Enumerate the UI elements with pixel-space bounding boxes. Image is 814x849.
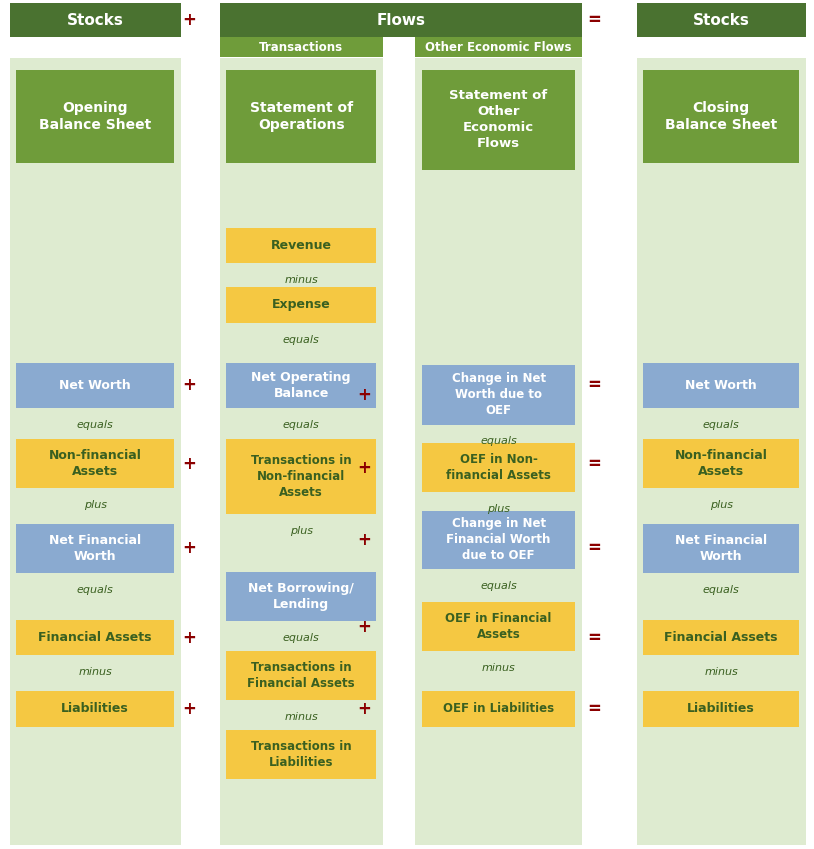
Text: Non-financial
Assets: Non-financial Assets [49,449,142,478]
Text: =: = [587,11,602,30]
Text: Change in Net
Financial Worth
due to OEF: Change in Net Financial Worth due to OEF [446,517,551,563]
FancyBboxPatch shape [226,363,376,408]
Text: minus: minus [78,667,112,678]
FancyBboxPatch shape [16,439,174,488]
Text: Change in Net
Worth due to
OEF: Change in Net Worth due to OEF [452,372,545,418]
FancyBboxPatch shape [637,3,806,37]
Text: Expense: Expense [272,298,330,312]
FancyBboxPatch shape [10,3,181,37]
FancyBboxPatch shape [226,439,376,514]
Text: =: = [587,628,602,647]
FancyBboxPatch shape [16,524,174,573]
Text: minus: minus [482,663,515,673]
Text: minus: minus [284,712,318,722]
Text: minus: minus [704,667,738,678]
Text: +: + [182,11,197,30]
FancyBboxPatch shape [10,58,181,845]
Text: +: + [182,628,197,647]
FancyBboxPatch shape [643,691,799,727]
Text: Statement of
Operations: Statement of Operations [250,101,352,132]
FancyBboxPatch shape [643,620,799,655]
FancyBboxPatch shape [422,443,575,492]
Text: Opening
Balance Sheet: Opening Balance Sheet [39,101,151,132]
Text: +: + [357,385,372,404]
Text: equals: equals [77,585,114,595]
Text: Liabilities: Liabilities [61,702,129,716]
FancyBboxPatch shape [415,58,582,845]
FancyBboxPatch shape [226,228,376,263]
Text: Financial Assets: Financial Assets [664,631,778,644]
FancyBboxPatch shape [226,287,376,323]
FancyBboxPatch shape [422,511,575,569]
FancyBboxPatch shape [226,730,376,779]
Text: Net Borrowing/
Lending: Net Borrowing/ Lending [248,582,354,611]
Text: Financial Assets: Financial Assets [38,631,152,644]
FancyBboxPatch shape [643,70,799,163]
Text: =: = [587,376,602,395]
Text: equals: equals [77,419,114,430]
Text: Stocks: Stocks [67,13,124,28]
Text: equals: equals [480,436,517,447]
FancyBboxPatch shape [422,365,575,424]
Text: +: + [182,376,197,395]
Text: Revenue: Revenue [271,239,331,252]
FancyBboxPatch shape [16,691,174,727]
Text: =: = [587,700,602,718]
Text: equals: equals [282,633,320,644]
Text: equals: equals [282,419,320,430]
FancyBboxPatch shape [643,524,799,573]
Text: Non-financial
Assets: Non-financial Assets [675,449,768,478]
Text: Stocks: Stocks [693,13,750,28]
Text: =: = [587,539,602,558]
FancyBboxPatch shape [220,58,383,845]
Text: +: + [357,531,372,549]
FancyBboxPatch shape [16,620,174,655]
FancyBboxPatch shape [226,651,376,700]
FancyBboxPatch shape [415,37,582,57]
FancyBboxPatch shape [643,439,799,488]
Text: +: + [357,700,372,718]
Text: Other Economic Flows: Other Economic Flows [426,41,571,53]
Text: plus: plus [84,500,107,510]
Text: equals: equals [282,335,320,345]
Text: Net Worth: Net Worth [59,379,131,392]
Text: +: + [182,700,197,718]
FancyBboxPatch shape [16,70,174,163]
FancyBboxPatch shape [220,37,383,57]
FancyBboxPatch shape [637,58,806,845]
Text: Net Financial
Worth: Net Financial Worth [49,534,142,563]
FancyBboxPatch shape [422,691,575,727]
Text: OEF in Liabilities: OEF in Liabilities [443,702,554,716]
Text: Flows: Flows [376,13,426,28]
Text: Net Worth: Net Worth [685,379,757,392]
Text: equals: equals [480,581,517,591]
FancyBboxPatch shape [220,3,582,37]
Text: Closing
Balance Sheet: Closing Balance Sheet [665,101,777,132]
Text: OEF in Financial
Assets: OEF in Financial Assets [445,612,552,641]
FancyBboxPatch shape [226,572,376,621]
FancyBboxPatch shape [422,70,575,170]
Text: =: = [587,454,602,473]
Text: Statement of
Other
Economic
Flows: Statement of Other Economic Flows [449,89,548,150]
Text: +: + [357,458,372,477]
Text: +: + [182,539,197,558]
Text: Transactions in
Liabilities: Transactions in Liabilities [251,740,352,769]
Text: Liabilities: Liabilities [687,702,755,716]
Text: plus: plus [487,504,510,514]
Text: OEF in Non-
financial Assets: OEF in Non- financial Assets [446,453,551,482]
Text: Net Financial
Worth: Net Financial Worth [675,534,768,563]
Text: plus: plus [290,526,313,536]
Text: +: + [182,454,197,473]
FancyBboxPatch shape [226,70,376,163]
FancyBboxPatch shape [643,363,799,408]
Text: +: + [357,617,372,636]
Text: Transactions: Transactions [259,41,344,53]
Text: equals: equals [702,585,740,595]
Text: equals: equals [702,419,740,430]
FancyBboxPatch shape [16,363,174,408]
Text: Transactions in
Non-financial
Assets: Transactions in Non-financial Assets [251,453,352,499]
Text: minus: minus [284,275,318,285]
Text: plus: plus [710,500,733,510]
FancyBboxPatch shape [422,602,575,651]
